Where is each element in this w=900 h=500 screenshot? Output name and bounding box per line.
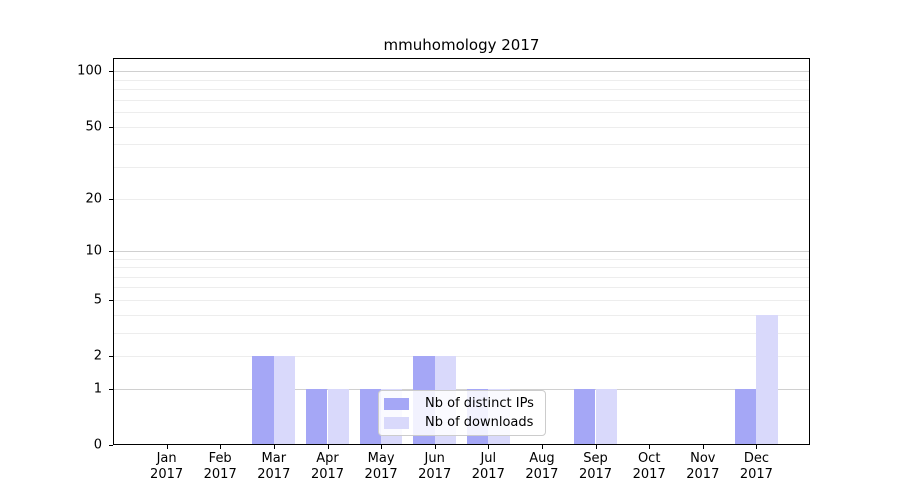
gridline-minor — [114, 287, 809, 289]
y-tick-label: 10 — [85, 243, 102, 259]
gridline-minor — [114, 144, 809, 146]
x-tick-mark — [327, 445, 329, 449]
gridline-major — [114, 250, 809, 252]
x-tick-mark — [702, 445, 704, 449]
y-tick-mark — [109, 356, 113, 357]
gridline-minor — [114, 356, 809, 357]
y-tick-mark — [109, 250, 113, 252]
x-tick-label: Mar 2017 — [257, 451, 291, 482]
x-tick-mark — [166, 445, 168, 449]
x-tick-label: Dec 2017 — [739, 451, 773, 482]
x-tick-mark — [649, 445, 651, 449]
x-tick-mark — [756, 445, 758, 449]
bar-downloads — [756, 314, 778, 445]
bar-distinct-ips — [252, 356, 274, 445]
x-tick-label: Jul 2017 — [471, 451, 505, 482]
gridline-minor — [114, 332, 809, 334]
y-tick-mark — [109, 198, 113, 200]
x-tick-label: Aug 2017 — [525, 451, 559, 482]
x-tick-mark — [220, 445, 222, 449]
x-tick-mark — [488, 445, 490, 449]
x-tick-label: Apr 2017 — [310, 451, 345, 482]
legend-swatch-distinct-ips — [384, 397, 409, 410]
legend-row-distinct-ips: Nb of distinct IPs — [384, 396, 539, 411]
bar-distinct-ips — [574, 388, 596, 445]
gridline-minor — [114, 258, 809, 260]
bar-distinct-ips — [734, 388, 757, 445]
x-tick-label: Feb 2017 — [203, 451, 237, 482]
x-tick-label: Jun 2017 — [418, 451, 452, 482]
bar-downloads — [273, 356, 296, 445]
x-tick-mark — [541, 445, 543, 449]
y-tick-label: 100 — [77, 63, 102, 79]
y-tick-mark — [109, 445, 113, 446]
gridline-minor — [114, 79, 809, 81]
x-tick-label: Oct 2017 — [632, 451, 666, 482]
gridline-minor — [114, 267, 809, 269]
x-tick-label: Sep 2017 — [578, 451, 613, 482]
gridline-minor — [114, 112, 809, 114]
gridline-minor — [114, 99, 809, 101]
x-tick-mark — [273, 445, 275, 449]
x-tick-mark — [434, 445, 436, 449]
gridline-minor — [114, 276, 809, 278]
y-tick-mark — [109, 126, 113, 128]
gridline-minor — [114, 299, 809, 301]
x-tick-mark — [381, 445, 383, 449]
y-tick-label: 20 — [85, 191, 102, 206]
bar-distinct-ips — [306, 388, 328, 445]
y-tick-mark — [109, 299, 113, 301]
legend-label-distinct-ips: Nb of distinct IPs — [425, 396, 534, 411]
gridline-major — [114, 388, 809, 390]
bar-distinct-ips — [359, 388, 381, 445]
bar-downloads — [595, 388, 617, 445]
y-tick-label: 5 — [93, 292, 102, 308]
legend-row-downloads: Nb of downloads — [384, 415, 539, 430]
y-tick-label: 2 — [93, 348, 102, 364]
bar-downloads — [327, 388, 349, 445]
x-tick-label: May 2017 — [364, 451, 398, 482]
gridline-minor — [114, 89, 809, 91]
chart-title: mmuhomology 2017 — [383, 36, 540, 54]
y-tick-label: 0 — [93, 437, 102, 453]
x-tick-label: Nov 2017 — [686, 451, 720, 482]
gridline-minor — [114, 314, 809, 316]
gridline-major — [114, 71, 809, 73]
gridline-minor — [114, 166, 809, 168]
gridline-minor — [114, 198, 809, 200]
y-tick-mark — [109, 388, 113, 390]
y-tick-mark — [109, 71, 113, 73]
y-tick-label: 50 — [85, 119, 102, 135]
x-tick-label: Jan 2017 — [150, 451, 184, 482]
y-tick-label: 1 — [93, 381, 102, 397]
x-tick-mark — [595, 445, 597, 449]
gridline-minor — [114, 126, 809, 128]
legend: Nb of distinct IPs Nb of downloads — [378, 390, 546, 436]
legend-swatch-downloads — [384, 416, 409, 429]
legend-label-downloads: Nb of downloads — [425, 415, 534, 430]
